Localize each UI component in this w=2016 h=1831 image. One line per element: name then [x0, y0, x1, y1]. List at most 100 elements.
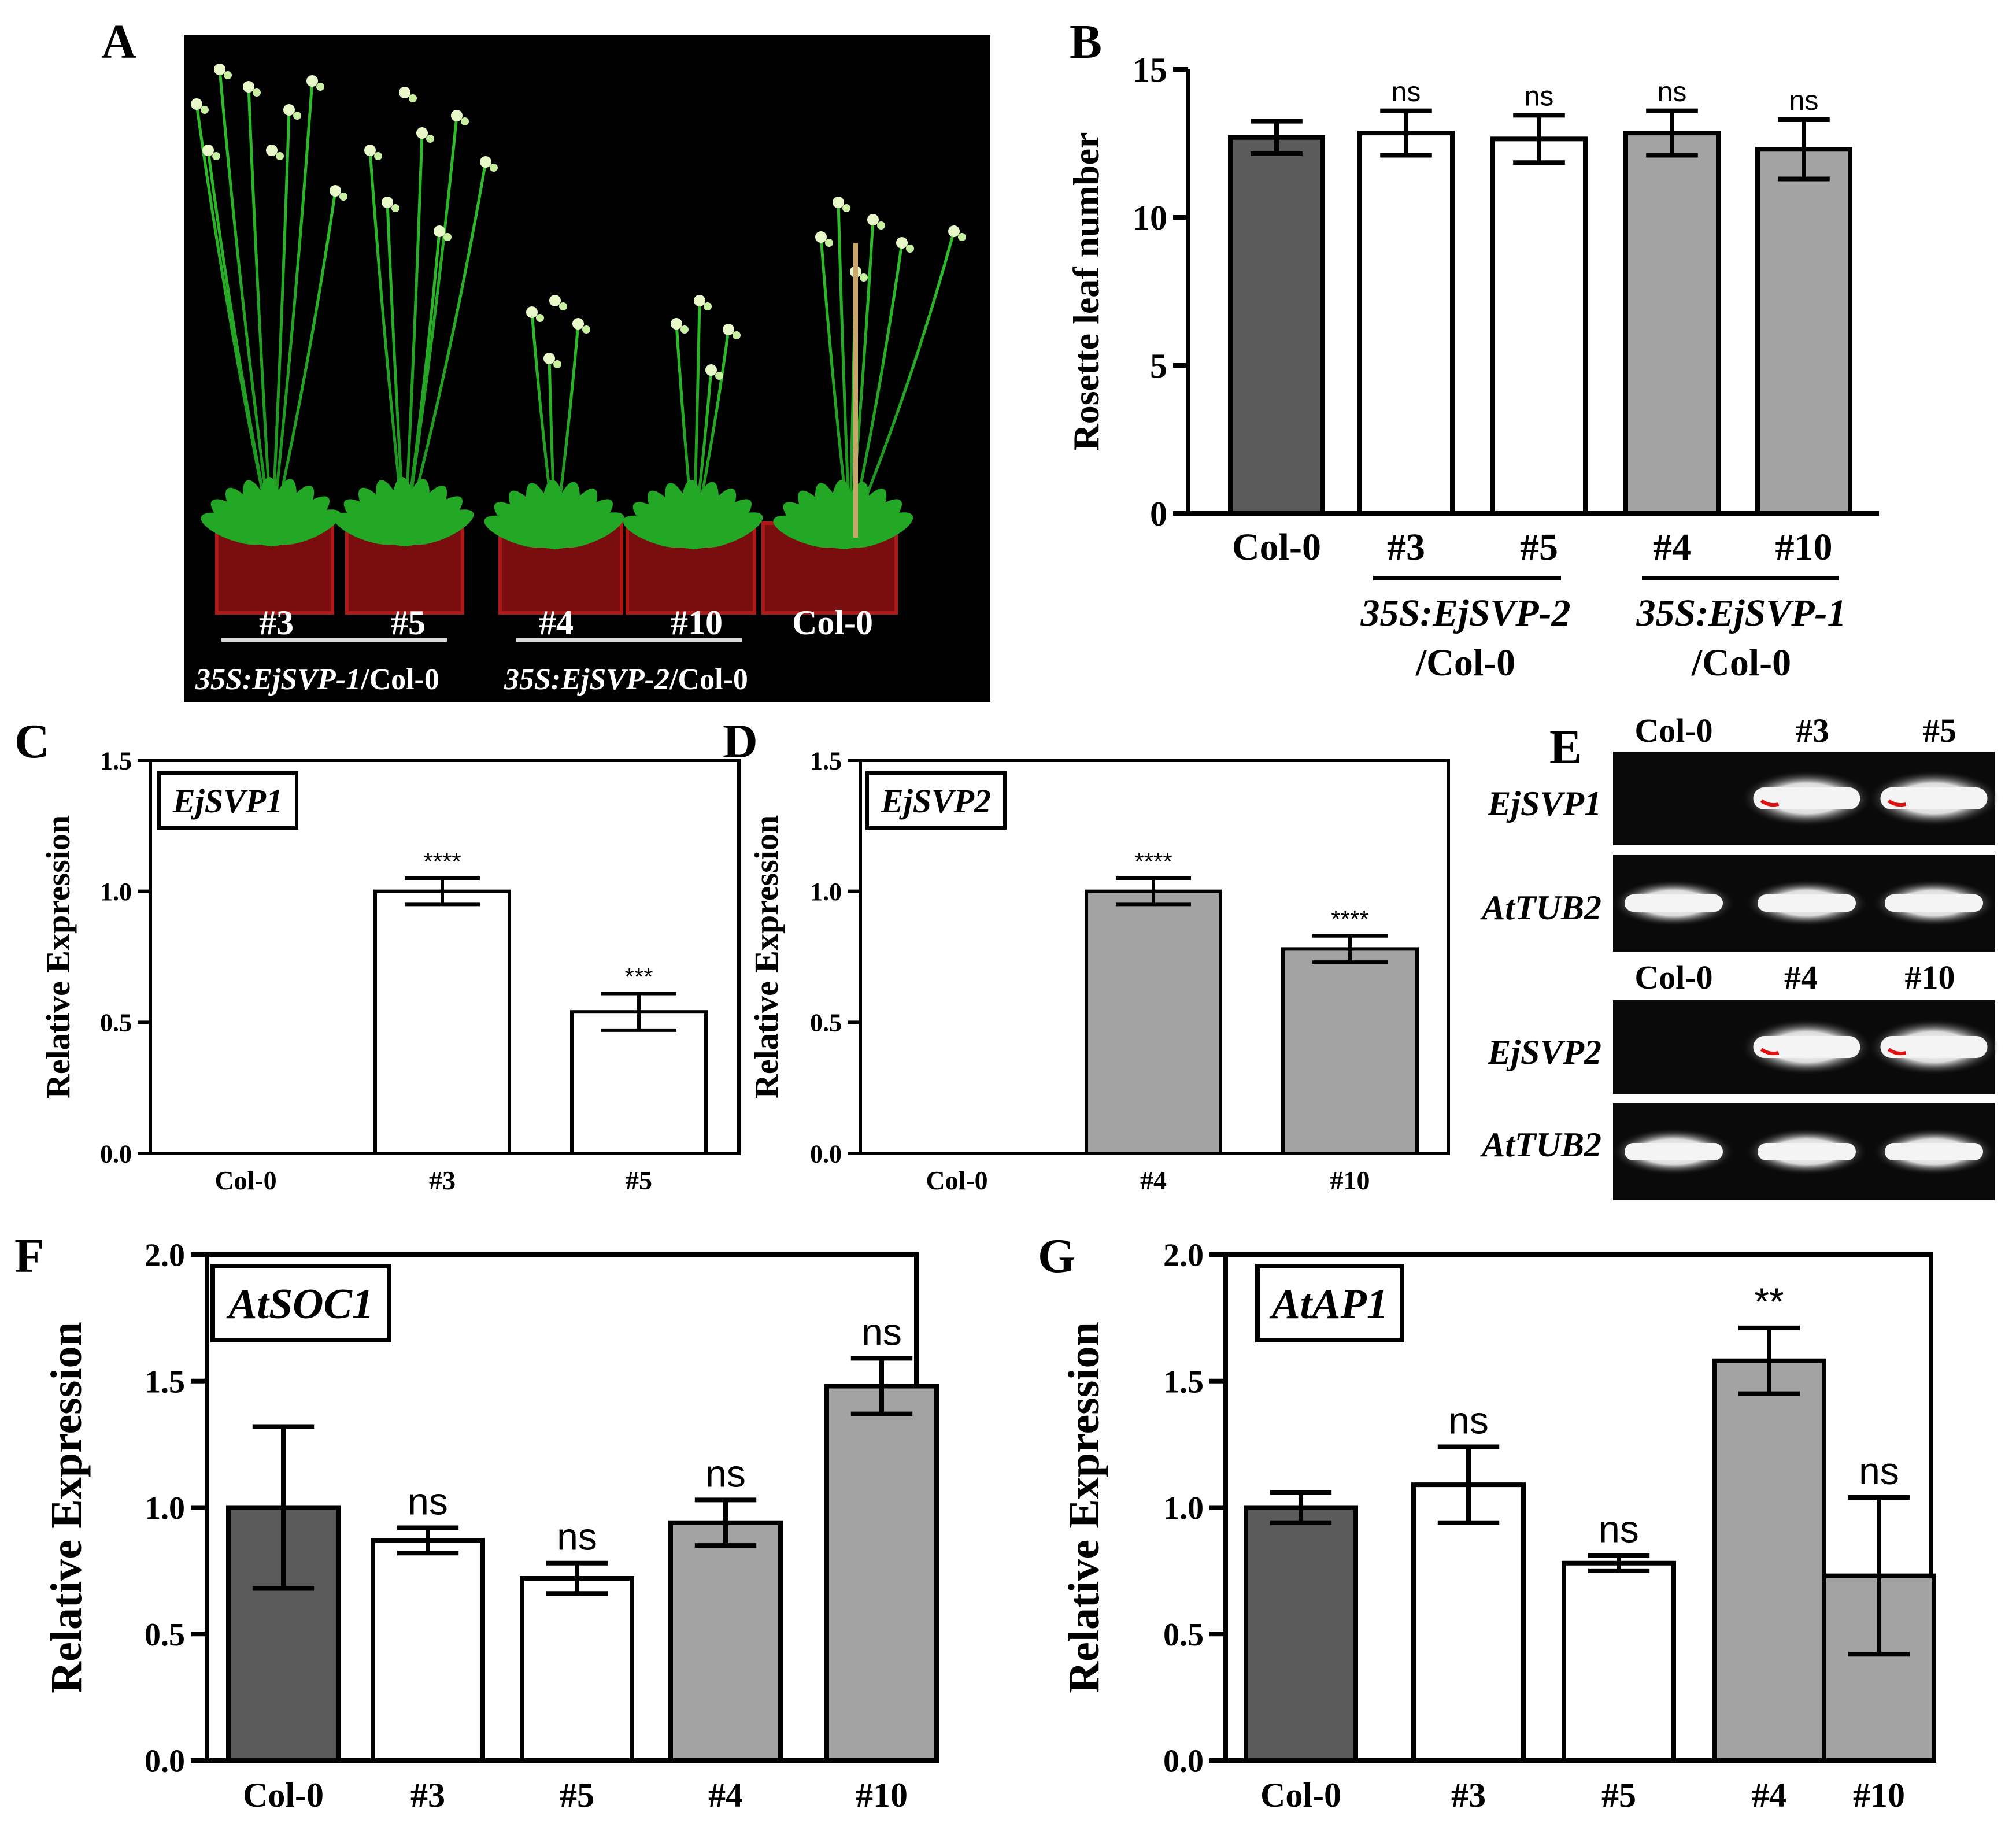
- plant-flower: [214, 64, 225, 75]
- chart-c-ytick-label: 0.0: [100, 1140, 132, 1168]
- plant-flower: [582, 325, 590, 334]
- plant-leaf: [409, 509, 474, 545]
- plant-stem: [403, 132, 424, 538]
- chart-c-category-label: #3: [429, 1166, 456, 1195]
- chart-d-category-label: #10: [1330, 1166, 1370, 1195]
- chart-c-ylabel: Relative Expression: [39, 815, 77, 1098]
- plant-flower: [572, 318, 584, 330]
- chart-d-gene-box: [865, 771, 1007, 830]
- gel-saturation-mark: [1760, 799, 1780, 807]
- gel-row-ejsvp2: EjSVP2: [1487, 1033, 1601, 1071]
- chart-b-ylabel: Rosette leaf number: [1066, 132, 1107, 451]
- chart-b-group2-suffix: /Col-0: [1691, 642, 1791, 684]
- panel-label-e: E: [1549, 720, 1582, 774]
- chart-g-ytick-label: 1.5: [1163, 1364, 1204, 1400]
- gel-row-ejsvp1: EjSVP1: [1487, 785, 1601, 823]
- chart-b-significance: ns: [1658, 77, 1687, 108]
- panel-label-f: F: [14, 1229, 44, 1283]
- chart-g-significance: ns: [1599, 1508, 1639, 1551]
- chart-b-ytick-label: 5: [1150, 347, 1167, 385]
- chart-f-ytick-label: 1.5: [145, 1364, 185, 1400]
- chart-d-ylabel: Relative Expression: [748, 815, 785, 1098]
- chart-b-ytick-label: 0: [1150, 495, 1167, 533]
- gel-band: [1758, 894, 1856, 912]
- plant-flower: [833, 197, 844, 208]
- plant-flower: [283, 104, 295, 116]
- chart-b-group1-suffix: /Col-0: [1415, 642, 1515, 684]
- chart-b-group-labels: 35S:EjSVP-2 /Col-0 35S:EjSVP-1 /Col-0: [1360, 576, 1847, 684]
- gel-images: [1613, 752, 1999, 1200]
- chart-c-gene-name: EjSVP1: [172, 782, 283, 820]
- chart-b-bar: [1490, 136, 1588, 516]
- plant-leaf: [560, 512, 624, 548]
- chart-b-group2-construct: 35S:EjSVP-1: [1636, 592, 1846, 634]
- plant-flower: [543, 353, 555, 364]
- chart-g-bar: [1244, 1505, 1358, 1763]
- chart-b-ytick-label: 10: [1133, 199, 1167, 237]
- chart-d-ytick-label: 0.0: [810, 1140, 842, 1168]
- plant-flower: [490, 164, 498, 172]
- panel-label-c: C: [14, 715, 50, 768]
- chart-f-ytick-label: 0.0: [145, 1744, 185, 1780]
- chart-d-bar: [1281, 947, 1419, 1156]
- plant-flower: [705, 364, 717, 376]
- chart-c-ytick-label: 0.5: [100, 1009, 132, 1037]
- photo-label-5: #5: [391, 604, 426, 642]
- plant-flower: [958, 233, 966, 241]
- plant-flower: [443, 233, 452, 241]
- gel-top-lane-col0: Col-0: [1634, 712, 1712, 749]
- chart-f-category-label: #4: [708, 1776, 743, 1814]
- plant-flower: [339, 193, 347, 201]
- chart-b-significance: ns: [1392, 77, 1421, 108]
- gel-band: [1885, 894, 1983, 912]
- chart-f-gene-box: [210, 1264, 391, 1342]
- gel-band: [1625, 894, 1723, 912]
- photo-label-col0: Col-0: [792, 604, 873, 642]
- chart-d-significance: ****: [1134, 848, 1172, 875]
- plant-stem: [206, 150, 273, 538]
- chart-g-category-label: #4: [1752, 1776, 1786, 1814]
- plant-flower: [391, 204, 399, 212]
- gel-saturation-mark: [1760, 1048, 1780, 1056]
- gel-panel: Col-0 #3 #5 Col-0 #4 #10 EjSVP1 AtTUB2 E…: [1479, 712, 1999, 1200]
- plant-flower: [451, 110, 463, 121]
- plant-flower: [212, 152, 220, 160]
- plant-flower: [201, 106, 209, 114]
- plant-flower: [680, 325, 689, 334]
- chart-c-category-label: #5: [626, 1166, 652, 1195]
- chart-b-category-label: #4: [1653, 526, 1691, 568]
- plant-flower: [461, 117, 469, 125]
- plant-flower: [374, 152, 382, 160]
- photo-group2-suffix: /Col-0: [669, 663, 748, 696]
- chart-b-category-label: #3: [1387, 526, 1425, 568]
- chart-g-gene-box: [1255, 1264, 1404, 1342]
- chart-f-ytick-label: 2.0: [145, 1238, 185, 1274]
- chart-d-ejsvp2-expression: 0.0 0.5 1.0 1.5 Relative Expression Col-0 ****…: [748, 746, 1450, 1195]
- plant-flower: [409, 94, 417, 102]
- gel-bottom-lane-col0: Col-0: [1634, 959, 1712, 996]
- gel-band: [1753, 1036, 1860, 1058]
- photo-group1-suffix: /Col-0: [360, 663, 439, 696]
- plant-flower: [316, 83, 324, 91]
- chart-b-category-label: #5: [1520, 526, 1558, 568]
- gel-band: [1880, 787, 1988, 809]
- chart-b-bar: [1623, 131, 1721, 516]
- chart-g-atap1-expression: 0.0 0.5 1.0 1.5 2.0 Relative Expression Col-0 n…: [1060, 1238, 1936, 1814]
- plant-flower: [559, 302, 567, 310]
- gel-band: [1880, 1036, 1988, 1058]
- chart-f-significance: ns: [408, 1479, 448, 1522]
- plant-flower: [253, 88, 261, 97]
- plant-flower: [704, 302, 712, 310]
- chart-c-category-label: Col-0: [214, 1166, 276, 1195]
- chart-f-atsoc1-expression: 0.0 0.5 1.0 1.5 2.0 Relative Expression Col-0 n…: [42, 1238, 939, 1814]
- chart-g-ytick-label: 1.0: [1163, 1490, 1204, 1526]
- plant-flower: [867, 214, 879, 225]
- photo-label-10: #10: [671, 604, 723, 642]
- plant-illustration: [191, 64, 966, 615]
- photo-label-3: #3: [259, 604, 294, 642]
- gel-bottom-lane-10: #10: [1905, 959, 1955, 996]
- chart-f-ytick-label: 0.5: [145, 1617, 185, 1653]
- photo-group2-construct: 35S:EjSVP-2: [504, 663, 669, 696]
- plant-leaf: [698, 512, 763, 548]
- chart-d-significance: ****: [1331, 905, 1368, 933]
